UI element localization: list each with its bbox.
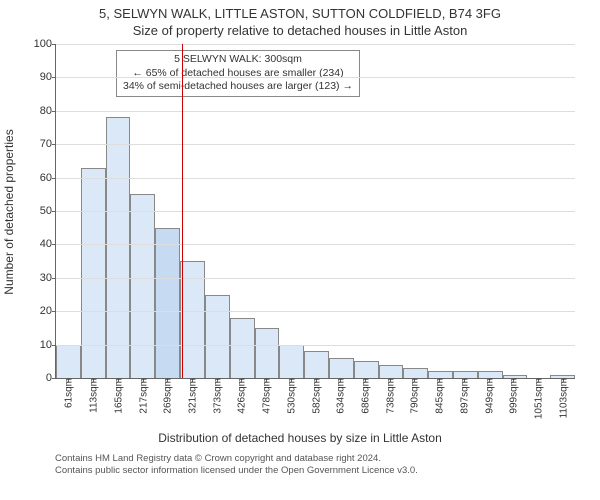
ytick-label: 50 [40, 205, 56, 217]
xtick-label: 738sqm [383, 378, 396, 414]
histogram-bar [304, 351, 329, 378]
ytick-label: 0 [46, 372, 56, 384]
chart-title-sub: Size of property relative to detached ho… [0, 23, 600, 38]
xtick-label: 373sqm [210, 378, 223, 414]
gridline [56, 211, 575, 212]
annotation-line3: 34% of semi-detached houses are larger (… [123, 80, 353, 94]
ytick-label: 70 [40, 138, 56, 150]
footer-attribution: Contains HM Land Registry data © Crown c… [55, 453, 600, 478]
ytick-label: 60 [40, 172, 56, 184]
histogram-chart: Number of detached properties 5 SELWYN W… [55, 44, 575, 379]
ytick-label: 80 [40, 105, 56, 117]
xtick-label: 478sqm [260, 378, 273, 414]
histogram-bar [354, 361, 379, 378]
footer-line1: Contains HM Land Registry data © Crown c… [55, 453, 600, 465]
gridline [56, 178, 575, 179]
gridline [56, 278, 575, 279]
xtick-label: 790sqm [408, 378, 421, 414]
xtick-label: 999sqm [507, 378, 520, 414]
histogram-bar [478, 371, 503, 378]
xtick-label: 1103sqm [556, 378, 569, 418]
histogram-bar [279, 345, 304, 378]
ytick-label: 30 [40, 272, 56, 284]
gridline [56, 44, 575, 45]
xtick-label: 686sqm [358, 378, 371, 414]
gridline [56, 144, 575, 145]
xtick-label: 217sqm [136, 378, 149, 414]
annotation-line1: 5 SELWYN WALK: 300sqm [123, 53, 353, 67]
xtick-label: 634sqm [334, 378, 347, 414]
chart-title-main: 5, SELWYN WALK, LITTLE ASTON, SUTTON COL… [0, 6, 600, 21]
reference-line [182, 44, 183, 378]
histogram-bar [81, 168, 106, 378]
xtick-label: 61sqm [62, 378, 75, 408]
ytick-label: 10 [40, 339, 56, 351]
xtick-label: 845sqm [433, 378, 446, 414]
ytick-label: 20 [40, 305, 56, 317]
histogram-bar [403, 368, 428, 378]
xtick-label: 530sqm [284, 378, 297, 414]
gridline [56, 111, 575, 112]
histogram-bar [155, 228, 180, 378]
annotation-box: 5 SELWYN WALK: 300sqm ← 65% of detached … [116, 50, 360, 97]
histogram-bar [428, 371, 453, 378]
histogram-bar [329, 358, 354, 378]
histogram-bar [230, 318, 255, 378]
ytick-label: 40 [40, 238, 56, 250]
histogram-bar [379, 365, 404, 378]
gridline [56, 311, 575, 312]
gridline [56, 77, 575, 78]
y-axis-label: Number of detached properties [2, 129, 16, 294]
histogram-bar [255, 328, 280, 378]
xtick-label: 269sqm [161, 378, 174, 414]
footer-line2: Contains public sector information licen… [55, 465, 600, 477]
histogram-bar [56, 345, 81, 378]
ytick-label: 90 [40, 71, 56, 83]
x-axis-label: Distribution of detached houses by size … [0, 431, 600, 445]
plot-area: 5 SELWYN WALK: 300sqm ← 65% of detached … [55, 44, 575, 379]
xtick-label: 426sqm [235, 378, 248, 414]
gridline [56, 244, 575, 245]
ytick-label: 100 [34, 38, 56, 50]
histogram-bar [205, 295, 230, 379]
xtick-label: 1051sqm [531, 378, 544, 419]
histogram-bar [130, 194, 155, 378]
xtick-label: 165sqm [111, 378, 124, 414]
gridline [56, 345, 575, 346]
xtick-label: 113sqm [87, 378, 100, 413]
histogram-bar [106, 117, 131, 378]
xtick-label: 582sqm [309, 378, 322, 414]
histogram-bar [453, 371, 478, 378]
xtick-label: 949sqm [482, 378, 495, 414]
xtick-label: 321sqm [185, 378, 198, 414]
xtick-label: 897sqm [457, 378, 470, 414]
